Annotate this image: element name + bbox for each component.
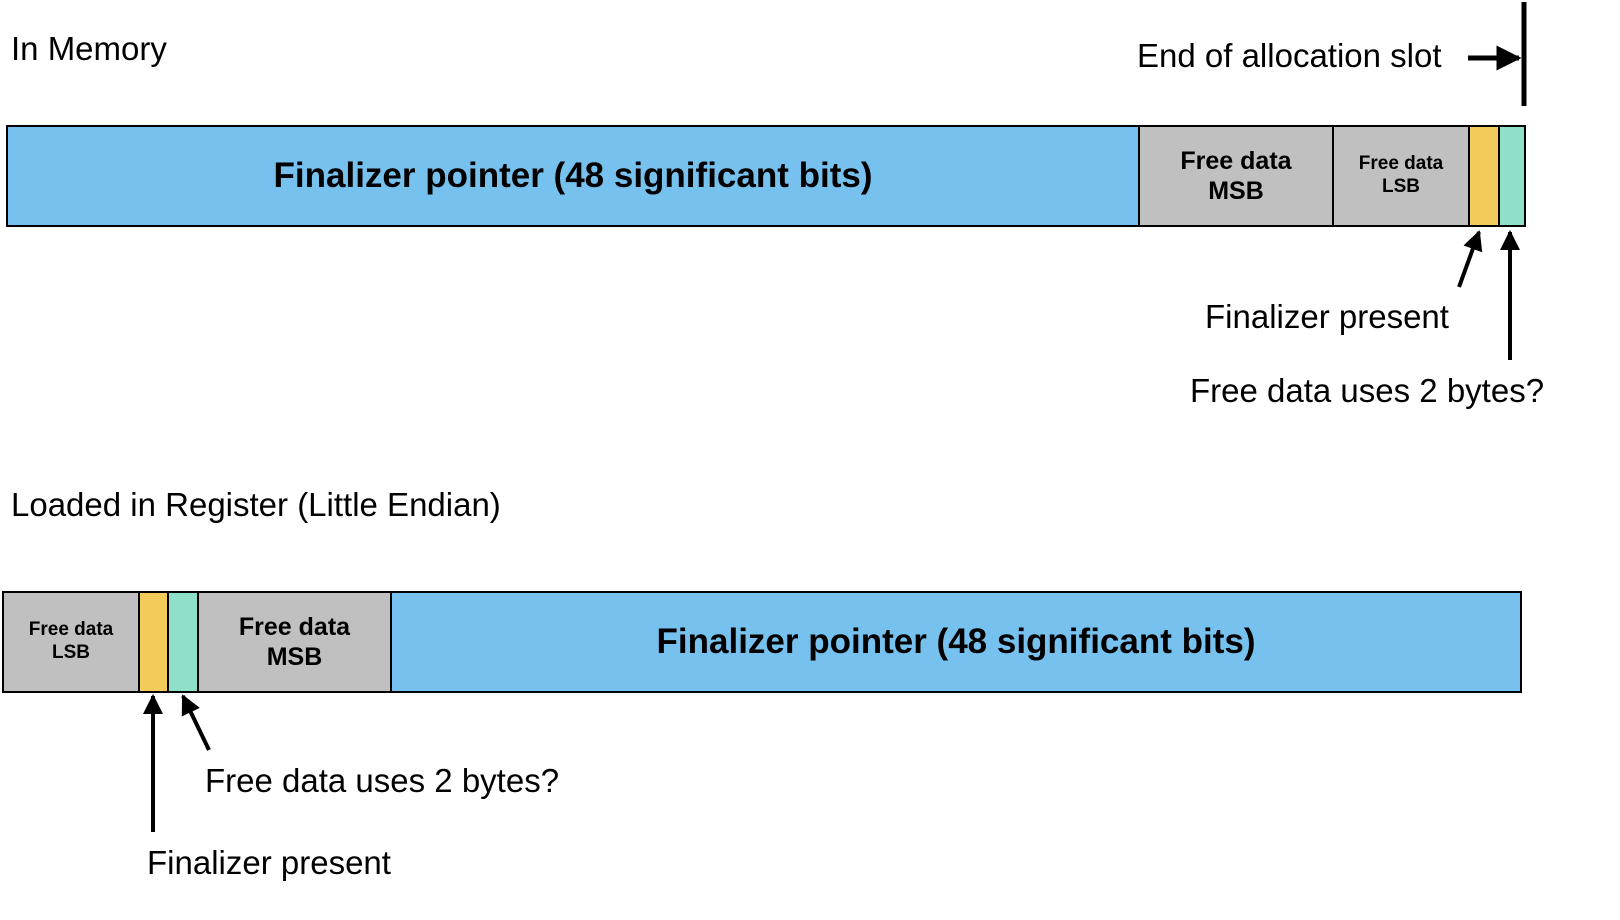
register-free-data-lsb-label-line2: LSB (51, 642, 90, 663)
memory-free-data-lsb-label-line1: Free data (1358, 153, 1444, 175)
memory-finalizer-present-label: Finalizer present (1205, 298, 1449, 335)
register-finalizer-present-flag (140, 593, 169, 691)
register-free-data-bytes-arrow (181, 694, 211, 751)
memory-free-data-lsb-label-line2: LSB (1381, 176, 1420, 197)
register-free-data-msb-label-line2: MSB (266, 643, 323, 671)
memory-free-data-lsb-segment: Free data LSB (1334, 127, 1470, 225)
memory-finalizer-present-flag (1470, 127, 1500, 225)
memory-free-data-msb-segment: Free data MSB (1140, 127, 1334, 225)
end-of-allocation-slot-label: End of allocation slot (1137, 37, 1442, 74)
memory-finalizer-pointer-label: Finalizer pointer (48 significant bits) (273, 156, 873, 195)
register-free-data-lsb-label-line1: Free data (28, 619, 114, 641)
memory-free-data-bytes-flag (1500, 127, 1524, 225)
register-free-data-msb-label-line1: Free data (238, 613, 351, 641)
register-finalizer-present-label: Finalizer present (147, 844, 391, 881)
memory-layout-bar: Finalizer pointer (48 significant bits) … (6, 125, 1526, 227)
memory-free-data-bytes-label: Free data uses 2 bytes? (1190, 372, 1545, 409)
register-layout-bar: Free data LSB Free data MSB Finalizer po… (2, 591, 1522, 693)
loaded-in-register-title: Loaded in Register (Little Endian) (11, 486, 501, 523)
register-free-data-bytes-flag (169, 593, 199, 691)
memory-free-data-msb-label-line1: Free data (1180, 147, 1292, 175)
in-memory-title: In Memory (11, 30, 167, 67)
memory-finalizer-present-arrow (1457, 230, 1483, 288)
register-finalizer-pointer-label: Finalizer pointer (48 significant bits) (656, 622, 1256, 661)
register-finalizer-pointer-segment: Finalizer pointer (48 significant bits) (392, 593, 1520, 691)
register-free-data-lsb-segment: Free data LSB (4, 593, 140, 691)
memory-free-data-msb-label-line2: MSB (1208, 177, 1264, 205)
memory-finalizer-pointer-segment: Finalizer pointer (48 significant bits) (8, 127, 1140, 225)
register-free-data-msb-segment: Free data MSB (199, 593, 392, 691)
register-free-data-bytes-label: Free data uses 2 bytes? (205, 762, 560, 799)
